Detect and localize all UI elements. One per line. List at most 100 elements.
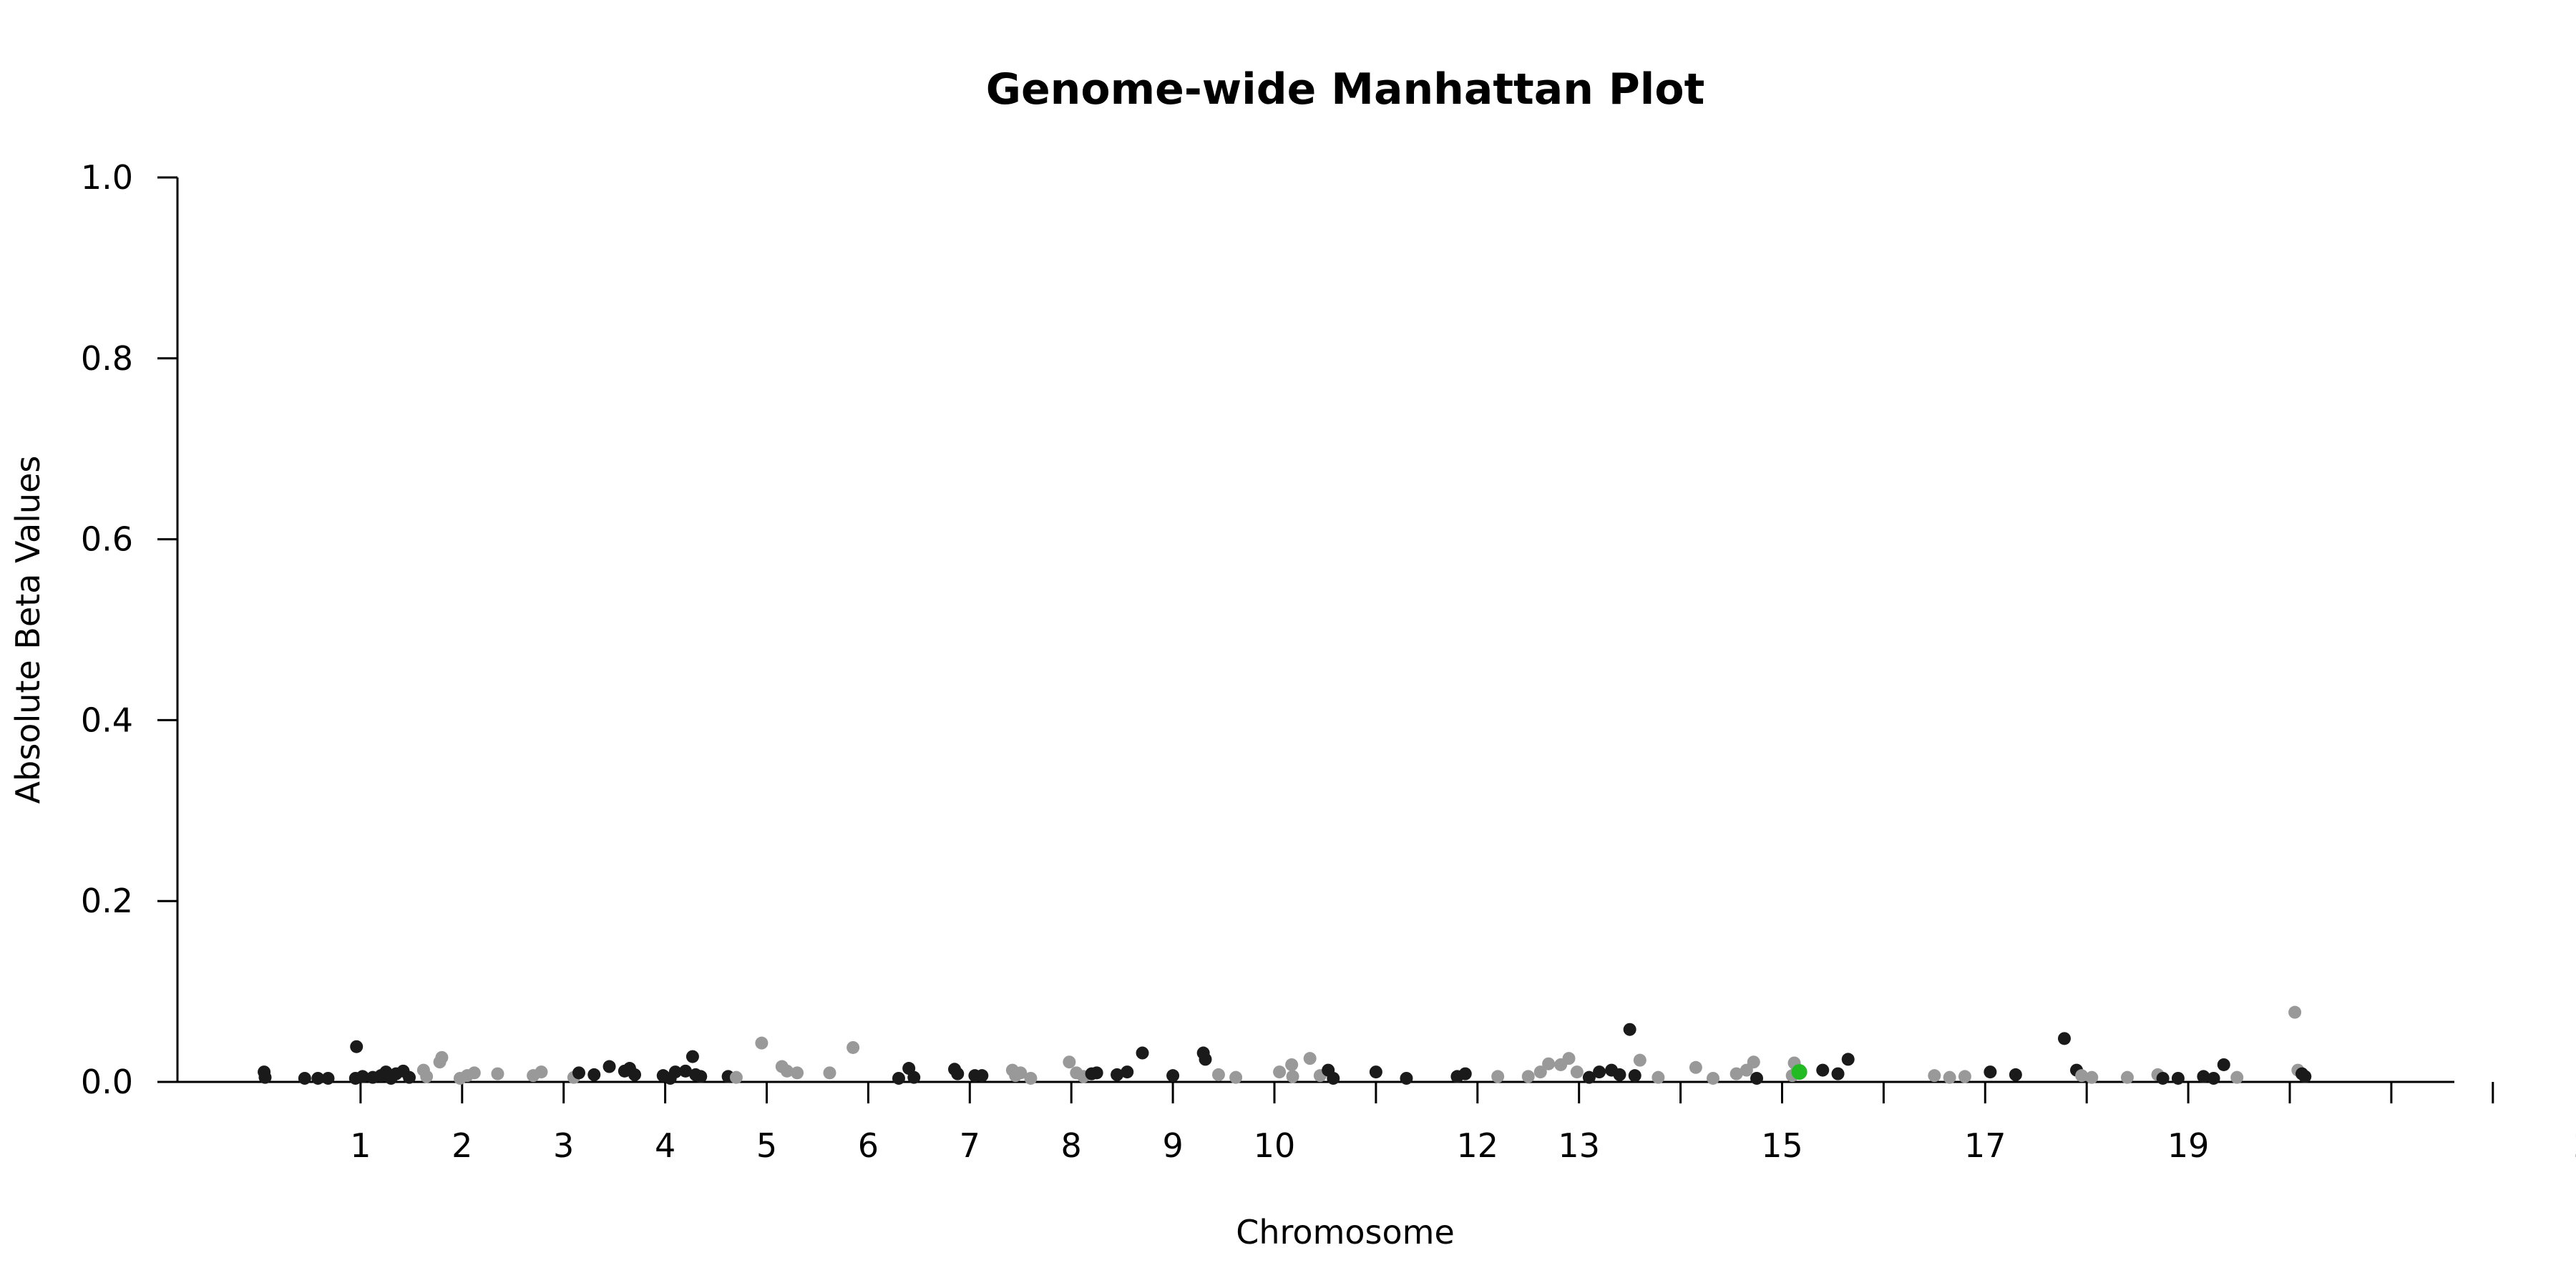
x-tick-label: 2 <box>452 1126 472 1165</box>
x-tick-label: 4 <box>655 1126 675 1165</box>
data-point <box>2171 1071 2185 1085</box>
x-tick-label: 15 <box>1761 1126 1803 1165</box>
y-tick-label: 0.4 <box>81 701 133 739</box>
data-point <box>1750 1071 1764 1085</box>
data-point <box>2075 1069 2089 1083</box>
y-axis-label: Absolute Beta Values <box>9 456 47 804</box>
data-point <box>1273 1065 1287 1079</box>
data-point <box>350 1040 364 1053</box>
data-point <box>791 1066 804 1080</box>
data-point <box>1458 1067 1472 1080</box>
data-point <box>1063 1055 1076 1069</box>
data-point <box>2085 1070 2099 1084</box>
data-point <box>780 1064 794 1078</box>
y-tick-label: 0.0 <box>81 1063 133 1101</box>
y-tick-label: 0.6 <box>81 520 133 559</box>
data-point <box>694 1070 708 1083</box>
x-tick-label: 13 <box>1558 1126 1600 1165</box>
data-point <box>2217 1058 2230 1071</box>
data-point <box>975 1069 989 1083</box>
data-point <box>403 1070 416 1084</box>
data-point <box>1111 1068 1124 1081</box>
data-point <box>311 1071 325 1085</box>
x-tick-label: 10 <box>1254 1126 1296 1165</box>
data-point <box>1303 1052 1317 1065</box>
data-point <box>1491 1070 1505 1083</box>
data-point <box>2298 1070 2312 1083</box>
data-point <box>1943 1070 1956 1084</box>
data-point <box>435 1050 449 1064</box>
data-point <box>1521 1070 1535 1083</box>
y-axis: 0.0 0.2 0.4 0.6 0.8 1.0 <box>81 158 179 1101</box>
chart-title: Genome-wide Manhattan Plot <box>986 64 1705 114</box>
x-axis-label: Chromosome <box>1236 1213 1455 1252</box>
data-point <box>491 1067 504 1080</box>
data-point <box>1841 1053 1855 1066</box>
x-tick-label: 5 <box>756 1126 777 1165</box>
data-point <box>1121 1065 1134 1079</box>
data-point <box>1285 1058 1299 1071</box>
data-point <box>1166 1069 1180 1083</box>
data-point <box>1928 1069 1941 1083</box>
data-point <box>1613 1068 1626 1081</box>
data-point <box>2057 1032 2071 1045</box>
data-point <box>628 1068 642 1081</box>
data-point <box>1623 1023 1636 1036</box>
x-tick-label: 17 <box>1964 1126 2006 1165</box>
x-tick-label: 8 <box>1061 1126 1082 1165</box>
data-point <box>1136 1046 1149 1060</box>
data-point <box>1199 1053 1212 1066</box>
data-point <box>729 1070 743 1084</box>
data-point <box>1582 1070 1596 1084</box>
data-point <box>258 1070 272 1084</box>
data-point <box>1628 1069 1641 1083</box>
data-point <box>1211 1068 1225 1081</box>
data-point <box>1633 1053 1646 1067</box>
data-point <box>1369 1065 1382 1079</box>
data-point <box>892 1071 905 1085</box>
data-point <box>1533 1065 1547 1079</box>
x-tick-label: 12 <box>1457 1126 1499 1165</box>
data-point <box>907 1070 921 1084</box>
data-point <box>1024 1071 1038 1085</box>
x-axis: 12345678910121315171923 <box>177 1080 2576 1165</box>
data-point <box>847 1040 860 1054</box>
data-point <box>2288 1005 2302 1019</box>
data-point <box>2009 1068 2022 1081</box>
data-point <box>1570 1065 1584 1079</box>
data-point <box>602 1060 616 1073</box>
data-point <box>1747 1055 1760 1069</box>
y-tick-label: 1.0 <box>81 158 133 197</box>
data-point <box>755 1036 769 1050</box>
data-point <box>678 1064 692 1078</box>
data-point <box>668 1065 682 1079</box>
x-tick-label: 1 <box>350 1126 371 1165</box>
x-tick-label: 9 <box>1162 1126 1183 1165</box>
data-point <box>1014 1066 1028 1080</box>
data-point <box>587 1068 601 1081</box>
data-point <box>1090 1066 1103 1080</box>
data-point <box>572 1066 585 1080</box>
data-point <box>2120 1070 2134 1084</box>
data-point <box>1729 1067 1743 1080</box>
y-tick-label: 0.8 <box>81 339 133 378</box>
y-tick-label: 0.2 <box>81 882 133 920</box>
data-point <box>2230 1070 2244 1084</box>
x-tick-label: 6 <box>858 1126 879 1165</box>
data-point <box>1562 1052 1576 1065</box>
data-point <box>2207 1071 2220 1085</box>
data-point <box>356 1070 369 1083</box>
data-point <box>1816 1063 1830 1077</box>
data-point <box>951 1067 965 1080</box>
data-point <box>1542 1057 1556 1070</box>
data-point <box>1707 1071 1720 1085</box>
data-point <box>1229 1070 1243 1084</box>
data-point <box>1791 1064 1807 1080</box>
data-point <box>2197 1070 2210 1083</box>
data-point <box>298 1071 311 1085</box>
data-point <box>535 1065 548 1079</box>
data-point <box>1593 1065 1606 1079</box>
x-tick-label: 19 <box>2167 1126 2210 1165</box>
data-point <box>2156 1071 2170 1085</box>
